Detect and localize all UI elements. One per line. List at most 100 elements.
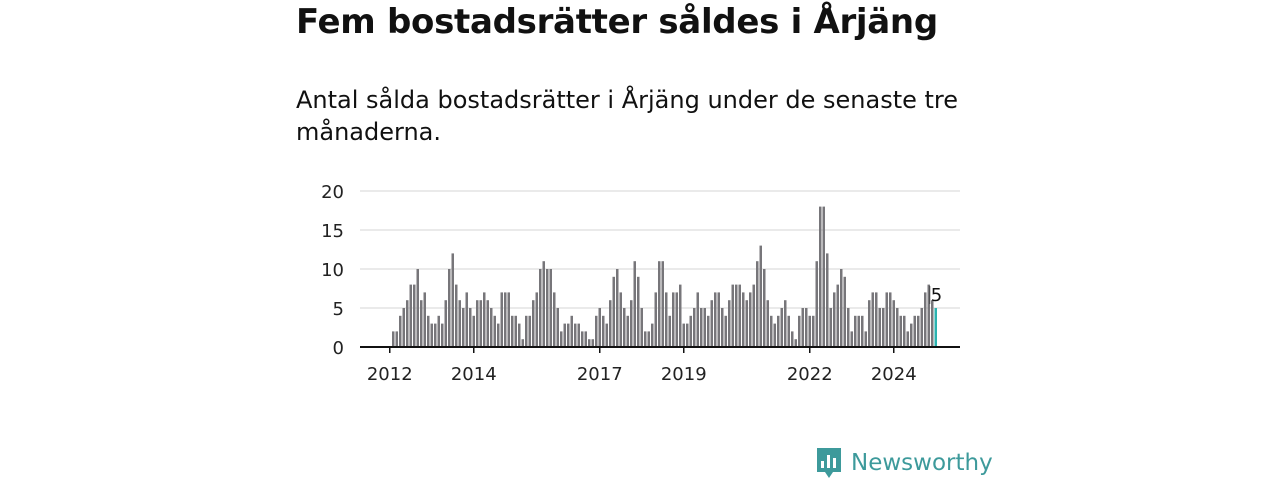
bar [913, 315, 916, 347]
bar [479, 300, 482, 347]
y-tick-label: 5 [333, 299, 344, 320]
bar [696, 292, 699, 347]
bar [724, 315, 727, 347]
bar-latest [934, 308, 937, 347]
bar [651, 323, 654, 347]
bar [497, 323, 500, 347]
chart-subtitle: Antal sålda bostadsrätter i Årjäng under… [296, 86, 959, 146]
bar [714, 292, 717, 347]
bar [630, 300, 633, 347]
bar [672, 292, 675, 347]
bar [507, 292, 510, 347]
bar [700, 308, 703, 347]
bar [535, 292, 538, 347]
bar [546, 269, 549, 347]
x-tick-label: 2017 [577, 364, 623, 385]
bar [759, 245, 762, 347]
bar [686, 323, 689, 347]
bar [476, 300, 479, 347]
bar [427, 315, 430, 347]
bar [451, 253, 454, 347]
bar [584, 331, 587, 347]
bar [458, 300, 461, 347]
bar [780, 308, 783, 347]
bar [532, 300, 535, 347]
bar [717, 292, 720, 347]
bar [602, 315, 605, 347]
bar [749, 292, 752, 347]
bar [472, 315, 475, 347]
bar [703, 308, 706, 347]
bar [798, 315, 801, 347]
bar [661, 261, 664, 347]
bar [539, 269, 542, 347]
bar [616, 269, 619, 347]
bar [735, 284, 738, 347]
bar [434, 323, 437, 347]
bar [861, 315, 864, 347]
bar [927, 284, 930, 347]
bar [430, 323, 433, 347]
bar [612, 276, 615, 347]
bar [840, 269, 843, 347]
bar [521, 339, 524, 347]
bar [626, 315, 629, 347]
bar [413, 284, 416, 347]
brand-name: Newsworthy [851, 450, 993, 476]
bar [441, 323, 444, 347]
bar [416, 269, 419, 347]
bar-chart: 0 5 10 15 20 2012 2014 2017 2019 2022 2024 5 [321, 182, 960, 385]
bar [906, 331, 909, 347]
bar [444, 300, 447, 347]
bar [822, 206, 825, 347]
x-tick-label: 2022 [787, 364, 833, 385]
bar [854, 315, 857, 347]
bar [745, 300, 748, 347]
y-tick-label: 10 [321, 260, 344, 281]
bar [815, 261, 818, 347]
bar [794, 339, 797, 347]
bar [402, 308, 405, 347]
bar [805, 308, 808, 347]
bar [836, 284, 839, 347]
bar [899, 315, 902, 347]
bar [598, 308, 601, 347]
bar [707, 315, 710, 347]
bar [833, 292, 836, 347]
bar [784, 300, 787, 347]
bar [455, 284, 458, 347]
bar [896, 308, 899, 347]
bar [420, 300, 423, 347]
bar [910, 323, 913, 347]
bar [665, 292, 668, 347]
bar [609, 300, 612, 347]
bar [493, 315, 496, 347]
bar [486, 300, 489, 347]
bar [829, 308, 832, 347]
bar [819, 206, 822, 347]
bar [525, 315, 528, 347]
bar [682, 323, 685, 347]
bar [773, 323, 776, 347]
bar [850, 331, 853, 347]
bar [570, 315, 573, 347]
bar [864, 331, 867, 347]
bar [658, 261, 661, 347]
newsworthy-logo-icon [817, 448, 841, 478]
bar [868, 300, 871, 347]
bar [742, 292, 745, 347]
bar [605, 323, 608, 347]
bar [871, 292, 874, 347]
bar [623, 308, 626, 347]
bar [514, 315, 517, 347]
bar [511, 315, 514, 347]
bar [728, 300, 731, 347]
bar [549, 269, 552, 347]
bar [640, 308, 643, 347]
bar [560, 331, 563, 347]
bar [882, 308, 885, 347]
bar [462, 308, 465, 347]
bar [808, 315, 811, 347]
bar [693, 308, 696, 347]
bar [756, 261, 759, 347]
